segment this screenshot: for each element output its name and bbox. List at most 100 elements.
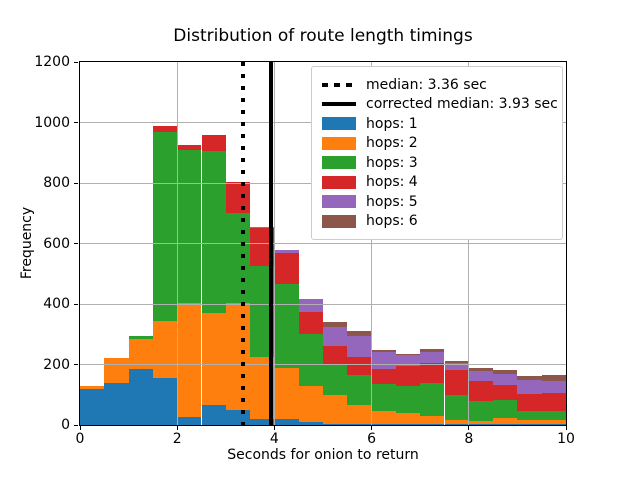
- histogram-bar-segment: [371, 369, 396, 385]
- histogram-bar-segment: [493, 369, 518, 374]
- histogram-bar-segment: [323, 346, 348, 365]
- y-tick-label: 0: [61, 417, 70, 433]
- chart-title: Distribution of route length timings: [173, 26, 473, 46]
- x-tick-mark: [565, 426, 567, 430]
- histogram-bar-segment: [225, 213, 251, 303]
- y-tick-label: 1200: [34, 54, 70, 70]
- gridline-horizontal: [80, 303, 566, 305]
- histogram-bar-segment: [225, 302, 251, 410]
- x-tick-mark: [79, 426, 81, 430]
- histogram-bar-segment: [250, 418, 275, 425]
- histogram-bar-segment: [468, 370, 494, 382]
- histogram-bar-segment: [371, 424, 396, 425]
- legend-box: median: 3.36 sec corrected median: 3.93 s…: [311, 66, 563, 240]
- histogram-bar-segment: [395, 385, 421, 413]
- histogram-bar-segment: [177, 417, 202, 425]
- legend-hops-3: hops: 3: [322, 153, 552, 173]
- legend-color-patch: [322, 175, 356, 189]
- histogram-bar-segment: [493, 418, 518, 425]
- histogram-bar-segment: [152, 125, 178, 132]
- histogram-bar-segment: [420, 349, 445, 353]
- legend-solid-line-swatch: [322, 102, 356, 107]
- legend-median-dotted: median: 3.36 sec: [322, 75, 552, 95]
- y-tick-mark: [74, 303, 78, 305]
- histogram-bar-segment: [420, 363, 445, 384]
- legend-label: hops: 6: [366, 213, 418, 230]
- gridline-horizontal: [80, 364, 566, 365]
- histogram-bar-segment: [468, 381, 494, 401]
- histogram-bar-segment: [177, 302, 202, 418]
- y-tick-label: 1000: [34, 114, 70, 131]
- histogram-bar-segment: [347, 331, 372, 336]
- histogram-bar-segment: [323, 322, 348, 327]
- legend-label: hops: 1: [366, 115, 418, 132]
- y-tick-mark: [74, 424, 78, 426]
- histogram-bar-segment: [468, 400, 494, 422]
- legend-label: median: 3.36 sec: [366, 76, 487, 93]
- histogram-bar-segment: [395, 366, 421, 386]
- legend-hops-4: hops: 4: [322, 173, 552, 193]
- gridline-vertical: [468, 62, 470, 425]
- histogram-bar-segment: [201, 151, 226, 314]
- legend-hops-5: hops: 5: [322, 192, 552, 212]
- histogram-bar-segment: [80, 385, 105, 389]
- histogram-bar-segment: [323, 326, 348, 347]
- histogram-bar-segment: [128, 335, 153, 339]
- histogram-bar-segment: [541, 375, 566, 382]
- legend-color-patch: [322, 195, 356, 209]
- legend-corrected-median: corrected median: 3.93 sec: [322, 95, 558, 115]
- histogram-bar-segment: [371, 352, 396, 370]
- legend-hops-1: hops: 1: [322, 114, 552, 134]
- legend-label: hops: 3: [366, 154, 418, 171]
- x-tick-label: 6: [367, 431, 377, 447]
- corrected-median-line: [268, 62, 273, 425]
- gridline-vertical: [176, 62, 178, 425]
- x-tick-mark: [273, 426, 275, 430]
- x-tick-mark: [468, 426, 470, 430]
- x-tick-mark: [371, 426, 373, 430]
- histogram-bar-segment: [152, 320, 178, 379]
- histogram-bar-segment: [444, 363, 469, 370]
- histogram-bar-segment: [80, 388, 105, 425]
- y-tick-mark: [74, 122, 78, 123]
- histogram-bar-segment: [323, 423, 348, 425]
- histogram-bar-segment: [347, 356, 372, 376]
- histogram-bar-segment: [274, 252, 299, 285]
- histogram-bar-segment: [274, 249, 299, 253]
- histogram-bar-segment: [128, 369, 153, 425]
- legend-hops-2: hops: 2: [322, 134, 552, 154]
- histogram-bar-segment: [298, 334, 323, 386]
- histogram-bar-segment: [347, 335, 372, 357]
- histogram-bar-segment: [395, 353, 421, 356]
- histogram-bar-segment: [493, 385, 518, 400]
- x-tick-label: 10: [557, 431, 575, 447]
- gridline-vertical: [371, 62, 373, 425]
- histogram-bar-segment: [541, 393, 566, 412]
- histogram-bar-segment: [371, 384, 396, 412]
- y-tick-mark: [74, 182, 78, 184]
- gridline-vertical: [273, 62, 275, 425]
- x-axis-label: Seconds for onion to return: [227, 447, 419, 463]
- histogram-bar-segment: [371, 411, 396, 425]
- histogram-bar-segment: [201, 405, 226, 425]
- histogram-bar-segment: [225, 409, 251, 425]
- median-line: [241, 62, 246, 425]
- histogram-bar-segment: [177, 145, 202, 150]
- histogram-bar-segment: [444, 369, 469, 395]
- histogram-bar-segment: [468, 424, 494, 425]
- histogram-bar-segment: [468, 421, 494, 425]
- x-tick-label: 4: [269, 431, 279, 447]
- histogram-bar-segment: [298, 311, 323, 335]
- histogram-bar-segment: [517, 394, 542, 412]
- histogram-bar-segment: [347, 405, 372, 424]
- histogram-bar-segment: [517, 424, 542, 425]
- histogram-bar-segment: [104, 382, 129, 425]
- gridline-horizontal: [80, 243, 566, 244]
- histogram-bar-segment: [152, 378, 178, 425]
- histogram-bar-segment: [225, 181, 251, 214]
- histogram-bar-segment: [152, 131, 178, 321]
- histogram-bar-segment: [395, 355, 421, 367]
- legend-color-patch: [322, 117, 356, 131]
- histogram-bar-segment: [250, 226, 275, 229]
